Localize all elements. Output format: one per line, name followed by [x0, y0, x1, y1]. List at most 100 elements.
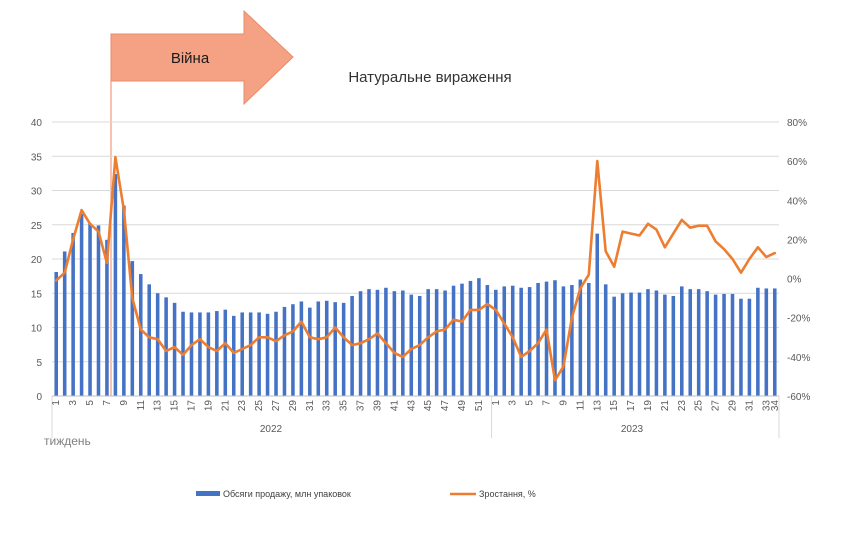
bar: [460, 283, 464, 396]
bar: [215, 311, 219, 396]
bar: [477, 278, 481, 396]
legend-bar-swatch: [196, 491, 220, 496]
x-tick-label: 9: [558, 400, 569, 406]
bar: [722, 293, 726, 396]
bar: [764, 288, 769, 396]
left-tick-label: 10: [31, 324, 43, 335]
bar: [206, 312, 211, 396]
x-tick-label: 5: [525, 400, 536, 406]
bar: [756, 287, 760, 396]
bar: [510, 285, 515, 396]
x-tick-label: 41: [389, 400, 400, 412]
x-tick-label: 5: [85, 400, 96, 406]
bar: [426, 289, 430, 396]
chart-title: Натуральне вираження: [348, 69, 511, 86]
bar: [333, 302, 337, 396]
bar: [231, 315, 236, 396]
x-tick-label: 11: [136, 400, 147, 411]
bar: [688, 289, 693, 396]
bar: [553, 280, 557, 396]
x-tick-label: 45: [423, 400, 434, 412]
bar: [291, 304, 295, 396]
bar: [696, 289, 701, 396]
x-tick-label: 13: [153, 400, 164, 412]
bar: [603, 284, 608, 396]
x-tick-label: 25: [694, 400, 705, 412]
bar: [71, 232, 75, 396]
right-tick-label: 0%: [787, 275, 802, 286]
bar: [671, 295, 676, 396]
gridlines: [52, 121, 779, 397]
bar: [240, 312, 244, 396]
left-tick-label: 30: [31, 187, 43, 198]
left-tick-label: 35: [31, 152, 43, 163]
bar: [155, 293, 160, 396]
right-tick-label: -40%: [787, 353, 810, 364]
x-axis-label: тиждень: [44, 434, 91, 448]
left-tick-label: 15: [31, 289, 43, 300]
right-axis-ticks: -60% -40% -20% 0% 20% 40% 60% 80%: [787, 118, 810, 403]
x-tick-label: 3: [68, 400, 79, 406]
x-tick-label: 19: [203, 400, 214, 412]
x-tick-label: 19: [643, 400, 654, 412]
bar: [595, 233, 600, 396]
x-tick-label: 1: [491, 400, 502, 406]
bar: [324, 300, 329, 396]
x-tick-label: 27: [711, 400, 722, 412]
x-tick-label: 9: [119, 400, 130, 406]
bar: [62, 251, 67, 396]
bar: [544, 281, 549, 396]
x-tick-label: 23: [677, 400, 688, 412]
bar: [401, 290, 405, 396]
bar: [570, 285, 574, 396]
x-tick-label: 15: [609, 400, 620, 412]
bar: [494, 289, 498, 396]
right-tick-label: 40%: [787, 196, 807, 207]
bar: [223, 309, 228, 396]
x-tick-label: 27: [271, 400, 282, 412]
x-tick-label: 31: [305, 400, 316, 412]
bar: [485, 285, 490, 396]
bar: [138, 274, 143, 396]
legend-bar-label: Обсяги продажу, млн упаковок: [223, 489, 351, 499]
bar: [637, 292, 642, 396]
left-tick-label: 25: [31, 221, 43, 232]
growth-line: [54, 155, 777, 382]
right-tick-label: 20%: [787, 235, 807, 246]
bar: [299, 301, 304, 396]
x-tick-label: 39: [372, 400, 383, 412]
bar: [198, 312, 202, 396]
bar: [739, 298, 743, 396]
bar: [451, 285, 456, 396]
x-tick-label: 21: [220, 400, 231, 412]
x-tick-label: 33: [761, 400, 772, 412]
bar: [274, 311, 278, 396]
bar: [587, 282, 591, 396]
bar: [772, 288, 777, 396]
x-tick-label: 7: [542, 400, 553, 406]
legend-line-label: Зростання, %: [479, 489, 536, 499]
war-arrow-shape: [110, 9, 294, 106]
x-tick-label: 13: [592, 400, 603, 412]
left-axis-ticks: 0 5 10 15 20 25 30 35 40: [31, 118, 43, 403]
bar: [536, 282, 540, 396]
bar: [122, 205, 126, 396]
bar: [130, 261, 135, 396]
bar: [646, 289, 650, 396]
bar-series: [54, 174, 777, 396]
bar: [468, 280, 473, 396]
bar: [654, 290, 659, 396]
bar: [443, 290, 447, 396]
bar: [629, 292, 633, 396]
bar: [88, 223, 92, 396]
bar: [527, 287, 532, 396]
x-tick-label: 47: [440, 400, 451, 412]
year-label-2023: 2023: [621, 424, 644, 435]
bar: [189, 312, 194, 396]
x-tick-label: 15: [170, 400, 181, 412]
bar: [747, 298, 752, 396]
bar: [502, 286, 507, 396]
left-tick-label: 5: [36, 358, 42, 369]
bar: [663, 294, 667, 396]
